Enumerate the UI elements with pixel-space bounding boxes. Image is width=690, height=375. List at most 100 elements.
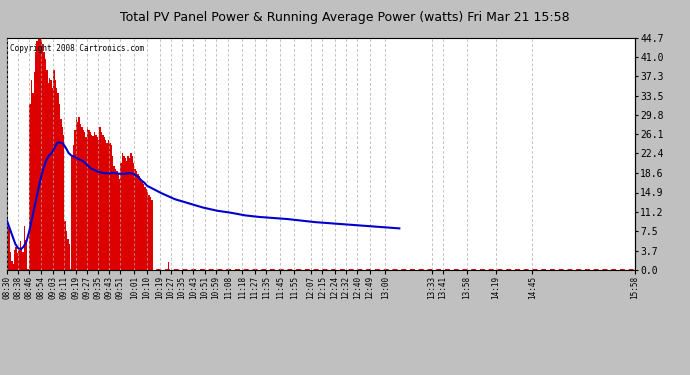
Bar — [19, 242, 21, 270]
Bar — [25, 240, 26, 270]
Bar — [55, 80, 56, 270]
Bar — [168, 262, 170, 270]
Bar — [21, 248, 22, 270]
Bar — [38, 38, 39, 270]
Bar — [151, 200, 152, 270]
Bar — [79, 117, 80, 270]
Bar — [105, 140, 106, 270]
Bar — [102, 135, 103, 270]
Bar — [66, 231, 67, 270]
Bar — [87, 127, 88, 270]
Bar — [43, 51, 45, 270]
Bar — [124, 156, 125, 270]
Bar — [135, 169, 136, 270]
Bar — [130, 153, 132, 270]
Bar — [50, 80, 52, 270]
Bar — [113, 166, 115, 270]
Bar — [98, 140, 99, 270]
Bar — [10, 252, 11, 270]
Bar — [129, 158, 130, 270]
Bar — [132, 156, 133, 270]
Bar — [97, 137, 98, 270]
Bar — [22, 252, 23, 270]
Bar — [90, 132, 91, 270]
Bar — [45, 59, 46, 270]
Bar — [59, 104, 60, 270]
Bar — [41, 40, 42, 270]
Bar — [139, 176, 140, 270]
Bar — [121, 164, 122, 270]
Bar — [126, 161, 128, 270]
Bar — [146, 189, 147, 270]
Bar — [11, 261, 12, 270]
Bar — [133, 164, 135, 270]
Bar — [119, 179, 121, 270]
Bar — [52, 88, 53, 270]
Bar — [83, 130, 84, 270]
Bar — [35, 51, 37, 270]
Bar — [80, 124, 81, 270]
Bar — [75, 130, 76, 270]
Bar — [12, 264, 14, 270]
Bar — [48, 83, 49, 270]
Bar — [17, 254, 18, 270]
Bar — [137, 174, 139, 270]
Bar — [63, 135, 64, 270]
Bar — [150, 197, 151, 270]
Bar — [108, 140, 109, 270]
Bar — [110, 145, 112, 270]
Bar — [143, 184, 144, 270]
Bar — [104, 137, 105, 270]
Bar — [122, 153, 124, 270]
Bar — [15, 247, 17, 270]
Bar — [77, 122, 79, 270]
Bar — [136, 171, 137, 270]
Bar — [95, 135, 97, 270]
Bar — [8, 228, 10, 270]
Bar — [23, 226, 25, 270]
Bar — [61, 127, 63, 270]
Bar — [29, 104, 31, 270]
Bar — [56, 88, 57, 270]
Bar — [31, 80, 32, 270]
Bar — [57, 93, 59, 270]
Bar — [115, 169, 116, 270]
Bar — [84, 132, 86, 270]
Bar — [42, 44, 43, 270]
Bar — [116, 171, 117, 270]
Bar — [117, 174, 119, 270]
Bar — [141, 182, 143, 270]
Bar — [92, 136, 94, 270]
Bar — [7, 220, 8, 270]
Bar — [64, 220, 66, 270]
Bar — [49, 78, 50, 270]
Bar — [88, 130, 90, 270]
Bar — [99, 127, 101, 270]
Bar — [60, 119, 61, 270]
Bar — [140, 179, 141, 270]
Bar — [72, 145, 75, 270]
Bar — [81, 127, 83, 270]
Bar — [34, 72, 35, 270]
Bar — [67, 239, 68, 270]
Bar — [71, 156, 72, 270]
Bar — [91, 135, 92, 270]
Bar — [32, 93, 34, 270]
Bar — [39, 39, 41, 270]
Bar — [109, 142, 110, 270]
Bar — [144, 187, 146, 270]
Bar — [128, 156, 129, 270]
Bar — [37, 41, 38, 270]
Text: Total PV Panel Power & Running Average Power (watts) Fri Mar 21 15:58: Total PV Panel Power & Running Average P… — [120, 11, 570, 24]
Bar — [94, 132, 95, 270]
Text: Copyright 2008 Cartronics.com: Copyright 2008 Cartronics.com — [10, 45, 144, 54]
Bar — [125, 158, 126, 270]
Bar — [68, 244, 70, 270]
Bar — [46, 70, 48, 270]
Bar — [112, 156, 113, 270]
Bar — [148, 195, 150, 270]
Bar — [18, 250, 19, 270]
Bar — [147, 192, 148, 270]
Bar — [76, 117, 77, 270]
Bar — [106, 142, 108, 270]
